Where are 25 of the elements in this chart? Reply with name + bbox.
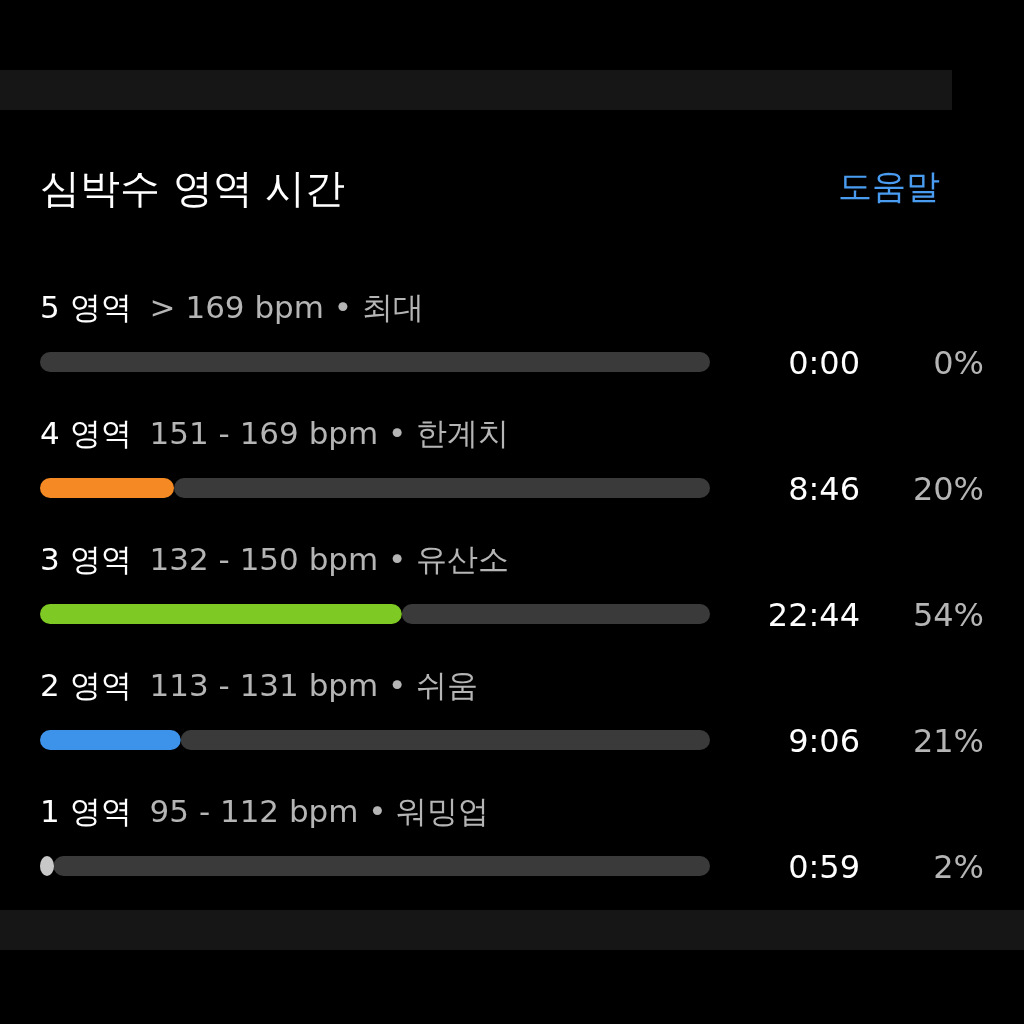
text: 0:00 bbox=[788, 344, 860, 382]
text: 9:06 bbox=[788, 722, 860, 760]
bar bbox=[40, 730, 181, 750]
text: 8:46 bbox=[788, 470, 860, 508]
y-tick-label: 1 영역 95 - 112 bpm • 워밍업 bbox=[40, 793, 490, 829]
bar bbox=[174, 478, 710, 498]
text: 22:44 bbox=[767, 596, 860, 634]
text: 도움말 bbox=[838, 166, 940, 206]
data-label: 20% bbox=[912, 470, 984, 508]
bar bbox=[40, 352, 710, 372]
bar bbox=[53, 856, 710, 876]
y-tick-label: 4 영역 151 - 169 bpm • 한계치 bbox=[40, 415, 510, 451]
bar bbox=[180, 730, 710, 750]
bar bbox=[401, 604, 710, 624]
text: 0:59 bbox=[788, 848, 860, 886]
data-label: 54% bbox=[912, 596, 984, 634]
chart-title: 심박수 영역 시간 bbox=[40, 165, 346, 211]
bar bbox=[40, 604, 402, 624]
bar bbox=[40, 478, 174, 498]
data-label: 2% bbox=[933, 848, 984, 886]
y-tick-label: 3 영역 132 - 150 bpm • 유산소 bbox=[40, 541, 510, 577]
y-tick-label: 5 영역 > 169 bpm • 최대 bbox=[40, 289, 424, 325]
y-tick-label: 2 영역 113 - 131 bpm • 쉬움 bbox=[40, 667, 479, 703]
data-label: 21% bbox=[912, 722, 984, 760]
data-label: 0% bbox=[933, 344, 984, 382]
